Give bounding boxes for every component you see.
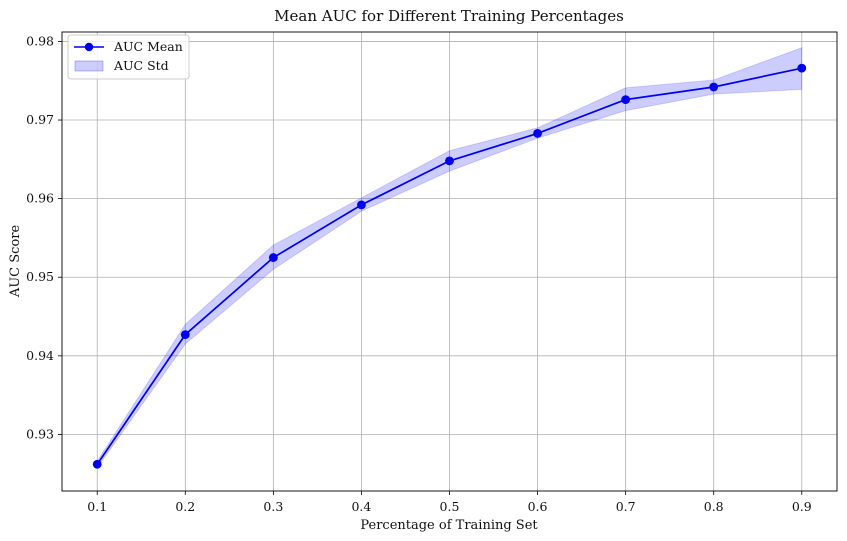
x-tick-label: 0.9 (792, 499, 812, 514)
grid (62, 32, 837, 491)
marker-layer (92, 63, 807, 469)
y-tick-label: 0.96 (26, 191, 54, 206)
legend: AUC Mean AUC Std (67, 34, 190, 80)
data-point-marker (797, 63, 807, 73)
y-tick-label: 0.94 (26, 348, 54, 363)
x-tick-label: 0.8 (704, 499, 724, 514)
chart-title: Mean AUC for Different Training Percenta… (274, 7, 624, 25)
x-ticks: 0.1 0.2 0.3 0.4 0.5 0.6 0.7 0.8 0.9 (87, 491, 812, 514)
y-tick-label: 0.97 (26, 112, 54, 127)
data-point-marker (533, 128, 542, 138)
legend-label-mean: AUC Mean (113, 39, 183, 54)
y-tick-label: 0.98 (26, 33, 54, 48)
x-axis-label: Percentage of Training Set (360, 518, 538, 533)
std-band-layer (96, 47, 803, 469)
x-tick-label: 0.4 (351, 499, 371, 514)
x-tick-label: 0.1 (87, 499, 107, 514)
x-tick-label: 0.6 (528, 499, 548, 514)
y-ticks: 0.93 0.94 0.95 0.96 0.97 0.98 (26, 33, 62, 441)
x-tick-label: 0.3 (263, 499, 283, 514)
y-axis-label: AUC Score (8, 225, 23, 299)
x-tick-label: 0.2 (175, 499, 195, 514)
legend-frame (67, 34, 190, 80)
data-point-marker (268, 253, 278, 262)
y-tick-label: 0.93 (26, 426, 54, 441)
legend-band-swatch (74, 60, 104, 72)
data-point-marker (621, 95, 631, 104)
data-point-marker (357, 200, 366, 210)
data-point-marker (180, 330, 190, 339)
data-point-marker (445, 156, 454, 166)
legend-marker-swatch (84, 42, 94, 52)
legend-label-std: AUC Std (113, 58, 169, 73)
std-band (96, 47, 803, 469)
data-point-marker (709, 82, 719, 92)
data-point-marker (92, 459, 102, 469)
x-tick-label: 0.5 (440, 499, 460, 514)
y-tick-label: 0.95 (26, 269, 54, 284)
x-tick-label: 0.7 (616, 499, 636, 514)
